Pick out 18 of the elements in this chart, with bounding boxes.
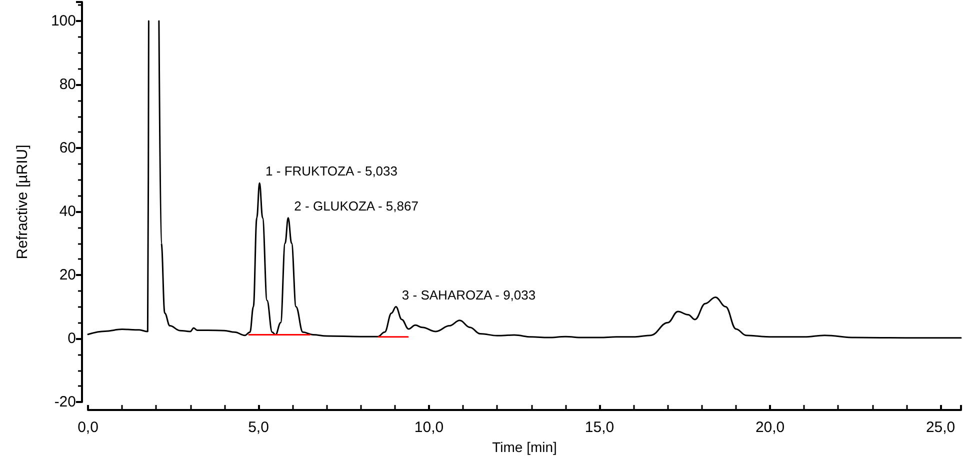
- annotation: 3 - SAHAROZA - 9,033: [402, 287, 536, 302]
- x-tick-label: 25,0: [926, 419, 956, 436]
- annotation: 1 - FRUKTOZA - 5,033: [266, 163, 398, 178]
- annotation: 2 - GLUKOZA - 5,867: [294, 198, 418, 214]
- y-tick-label: 0: [68, 330, 76, 348]
- y-axis-title: Refractive [µRIU]: [14, 144, 31, 260]
- x-tick-label: 0,0: [78, 419, 98, 436]
- y-tick-label: 60: [59, 140, 76, 157]
- y-tick-label: 40: [59, 203, 76, 220]
- x-tick-label: 10,0: [414, 419, 444, 436]
- y-tick-label: 80: [59, 76, 76, 94]
- y-tick-label: -20: [54, 394, 76, 410]
- y-tick-label: 100: [50, 12, 76, 30]
- x-tick-label: 5,0: [248, 419, 269, 436]
- x-tick-label: 15,0: [584, 419, 614, 436]
- x-tick-label: 20,0: [755, 419, 785, 436]
- x-axis-title: Time [min]: [492, 439, 557, 455]
- y-tick-label: 20: [59, 266, 76, 284]
